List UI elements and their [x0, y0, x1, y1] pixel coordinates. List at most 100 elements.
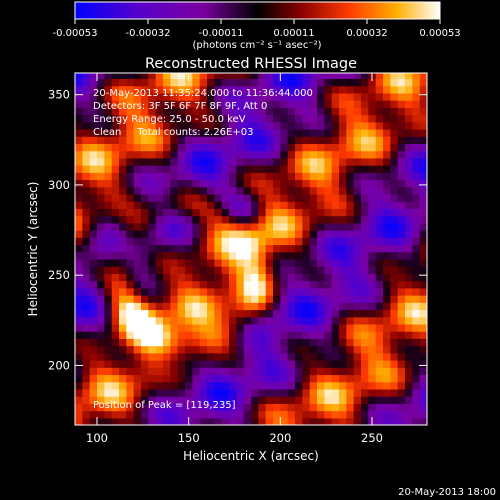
annotation-clean-counts: Clean Total counts: 2.26E+03 [93, 127, 253, 138]
heatmap-cell [163, 396, 171, 404]
heatmap-cell [309, 143, 318, 152]
heatmap-cell [346, 258, 355, 267]
heatmap-cell [207, 172, 215, 181]
heatmap-cell [331, 244, 340, 253]
heatmap-cell [236, 230, 245, 238]
heatmap-cell [419, 316, 427, 325]
heatmap-cell [331, 374, 340, 383]
heatmap-cell [339, 201, 347, 209]
heatmap-cell [339, 331, 347, 339]
heatmap-cell [390, 208, 399, 217]
heatmap-cell [265, 360, 274, 368]
heatmap-cell [155, 374, 164, 383]
heatmap-cell [104, 403, 113, 412]
heatmap-cell [405, 403, 413, 412]
heatmap-cell [280, 201, 289, 209]
heatmap-cell [317, 114, 325, 123]
heatmap-cell [163, 179, 171, 188]
heatmap-cell [170, 100, 179, 108]
heatmap-cell [141, 165, 149, 173]
heatmap-cell [163, 193, 171, 202]
heatmap-cell [368, 85, 377, 94]
heatmap-cell [192, 201, 201, 209]
heatmap-cell [199, 273, 208, 282]
heatmap-cell [221, 85, 230, 94]
heatmap-cell [214, 273, 223, 282]
heatmap-cell [89, 78, 98, 87]
heatmap-cell [273, 237, 281, 246]
heatmap-cell [353, 338, 362, 347]
heatmap-cell [243, 73, 252, 80]
heatmap-cell [390, 287, 399, 296]
heatmap-cell [243, 360, 252, 368]
heatmap-cell [155, 323, 164, 332]
heatmap-cell [295, 258, 303, 267]
heatmap-cell [97, 215, 105, 224]
heatmap-cell [339, 352, 347, 361]
heatmap-cell [148, 237, 157, 246]
heatmap-cell [397, 128, 406, 137]
heatmap-cell [346, 280, 355, 289]
heatmap-cell [75, 172, 83, 181]
heatmap-cell [104, 172, 113, 181]
heatmap-cell [214, 251, 223, 260]
heatmap-cell [397, 73, 406, 80]
heatmap-cell [339, 381, 347, 390]
heatmap-cell [229, 215, 237, 224]
heatmap-cell [214, 287, 223, 296]
heatmap-cell [295, 287, 303, 296]
heatmap-cell [251, 251, 259, 260]
heatmap-cell [405, 338, 413, 347]
heatmap-cell [317, 92, 325, 101]
heatmap-cell [148, 258, 157, 267]
heatmap-cell [221, 410, 230, 419]
heatmap-cell [133, 100, 142, 108]
heatmap-cell [75, 410, 83, 419]
heatmap-cell [302, 128, 311, 137]
heatmap-cell [397, 367, 406, 376]
heatmap-cell [192, 179, 201, 188]
heatmap-cell [295, 331, 303, 339]
heatmap-cell [82, 403, 91, 412]
heatmap-cell [346, 201, 355, 209]
heatmap-cell [236, 150, 245, 159]
heatmap-cell [75, 403, 83, 412]
heatmap-cell [361, 78, 369, 87]
heatmap-cell [412, 121, 421, 130]
heatmap-cell [295, 396, 303, 404]
heatmap-cell [236, 92, 245, 101]
heatmap-cell [265, 114, 274, 123]
heatmap-cell [251, 287, 259, 296]
heatmap-cell [141, 172, 149, 181]
heatmap-cell [243, 381, 252, 390]
heatmap-cell [243, 251, 252, 260]
heatmap-cell [148, 302, 157, 311]
heatmap-cell [163, 114, 171, 123]
annotation-energy-range: Energy Range: 25.0 - 50.0 keV [93, 114, 246, 125]
heatmap-cell [104, 92, 113, 101]
heatmap-cell [82, 417, 91, 425]
heatmap-cell [177, 295, 186, 303]
heatmap-cell [339, 302, 347, 311]
heatmap-cell [243, 150, 252, 159]
heatmap-cell [243, 352, 252, 361]
heatmap-cell [214, 381, 223, 390]
heatmap-cell [243, 143, 252, 152]
heatmap-cell [148, 338, 157, 347]
heatmap-cell [192, 121, 201, 130]
heatmap-cell [273, 403, 281, 412]
heatmap-cell [199, 302, 208, 311]
heatmap-cell [229, 280, 237, 289]
heatmap-cell [192, 295, 201, 303]
heatmap-cell [375, 73, 384, 80]
heatmap-cell [111, 417, 120, 425]
heatmap-cell [375, 100, 384, 108]
heatmap-cell [192, 287, 201, 296]
heatmap-cell [346, 143, 355, 152]
heatmap-cell [324, 165, 333, 173]
heatmap-cell [383, 388, 391, 397]
heatmap-cell [221, 352, 230, 361]
heatmap-cell [258, 331, 267, 339]
heatmap-cell [75, 150, 83, 159]
heatmap-cell [170, 396, 179, 404]
